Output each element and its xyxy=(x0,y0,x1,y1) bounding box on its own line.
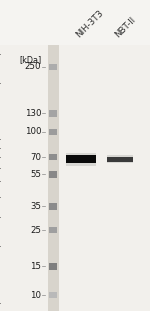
Text: 70: 70 xyxy=(30,153,41,162)
Text: 100: 100 xyxy=(25,128,41,137)
Bar xyxy=(66,153,96,166)
Bar xyxy=(49,227,57,234)
Bar xyxy=(49,154,57,160)
Text: 15: 15 xyxy=(30,262,41,271)
Text: 35: 35 xyxy=(30,202,41,211)
Text: NBT-II: NBT-II xyxy=(114,16,138,40)
Text: 250: 250 xyxy=(25,63,41,72)
Bar xyxy=(107,156,133,163)
Bar xyxy=(49,203,57,210)
Bar xyxy=(49,110,57,117)
Text: 55: 55 xyxy=(30,170,41,179)
Bar xyxy=(48,45,59,311)
Text: 130: 130 xyxy=(25,109,41,118)
Text: 10: 10 xyxy=(30,291,41,300)
Bar xyxy=(49,171,57,178)
Bar xyxy=(107,157,133,162)
Bar xyxy=(66,156,96,163)
Text: 25: 25 xyxy=(30,226,41,235)
Bar xyxy=(49,263,57,270)
Text: NIH-3T3: NIH-3T3 xyxy=(75,9,106,40)
Bar xyxy=(49,129,57,135)
Bar xyxy=(49,292,57,299)
Text: [kDa]: [kDa] xyxy=(19,55,41,64)
Bar xyxy=(49,64,57,70)
